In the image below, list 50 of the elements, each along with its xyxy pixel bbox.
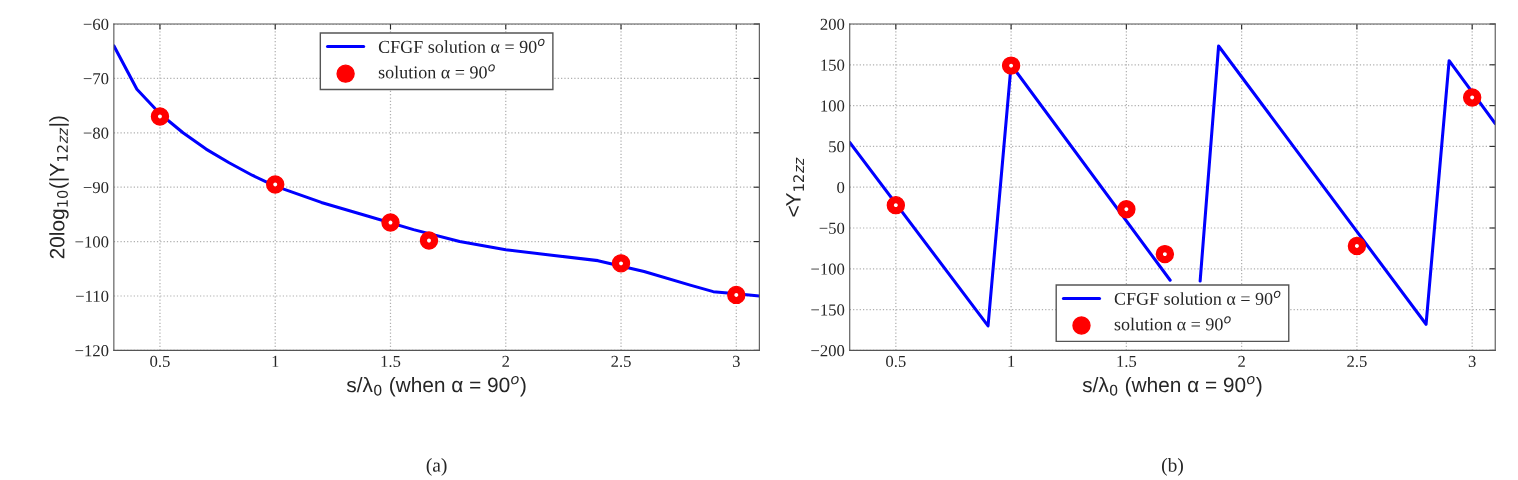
x-tick-label: 0.5 xyxy=(886,355,906,368)
legend-label: CFGF solution α = 90$^{o}$ xyxy=(1114,290,1281,305)
x-tick-label: 3 xyxy=(732,355,740,367)
x-tick-label: 2.5 xyxy=(611,355,631,368)
x-axis-title: s/λ$_{0}$ (when α = 90$^{o}$) xyxy=(1082,375,1262,397)
x-tick-label: 1.5 xyxy=(381,355,401,368)
legend-label: solution α = 90$^{o}$ xyxy=(378,64,495,79)
x-tick-label: 1 xyxy=(272,355,279,367)
point xyxy=(419,231,439,250)
point xyxy=(150,107,170,126)
point xyxy=(1347,236,1367,256)
y-tick-label: −90 xyxy=(83,181,109,194)
y-tick-label: −200 xyxy=(811,345,845,357)
y-tick-label: −100 xyxy=(75,236,109,248)
y-tick-label: 0 xyxy=(837,181,845,194)
y-axis-title: 20log$_{10}$(|Y$_{12zz}$|) xyxy=(49,116,69,259)
point xyxy=(727,285,746,305)
y-tick-label: −120 xyxy=(75,345,109,357)
x-tick-label: 2 xyxy=(502,355,510,367)
x-tick-label: 1.5 xyxy=(1117,355,1137,368)
y-tick-label: −80 xyxy=(83,127,109,139)
x-axis-title: s/λ$_{0}$ (when α = 90$^{o}$) xyxy=(346,375,526,397)
point xyxy=(1462,88,1482,107)
y-tick-label: 100 xyxy=(821,100,845,112)
y-tick-label: −50 xyxy=(819,222,845,234)
y-tick-label: −110 xyxy=(76,290,109,302)
point xyxy=(1117,200,1136,219)
y-tick-label: −60 xyxy=(83,18,109,30)
y-tick-label: −100 xyxy=(811,263,845,275)
point xyxy=(381,213,400,232)
legend-label: solution α = 90$^{o}$ xyxy=(1114,316,1231,331)
legend-label: CFGF solution α = 90$^{o}$ xyxy=(378,38,545,53)
y-axis-title: <Y$_{12zz}$ xyxy=(786,157,804,217)
text: (b) xyxy=(1162,458,1183,476)
x-tick-label: 1 xyxy=(1008,355,1015,367)
text: (a) xyxy=(426,458,447,476)
x-tick-label: 2 xyxy=(1238,355,1245,367)
point xyxy=(1001,56,1021,75)
point xyxy=(1155,244,1175,264)
y-tick-label: 50 xyxy=(829,141,845,153)
y-tick-label: −70 xyxy=(83,73,109,85)
x-tick-label: 0.5 xyxy=(150,355,170,368)
y-tick-label: 150 xyxy=(821,59,845,71)
x-tick-label: 3 xyxy=(1468,355,1476,367)
y-tick-label: 200 xyxy=(820,18,845,30)
y-tick-label: −150 xyxy=(811,304,845,316)
point xyxy=(266,175,285,194)
point xyxy=(611,254,631,273)
x-tick-label: 2.5 xyxy=(1347,355,1367,368)
point xyxy=(886,195,906,215)
